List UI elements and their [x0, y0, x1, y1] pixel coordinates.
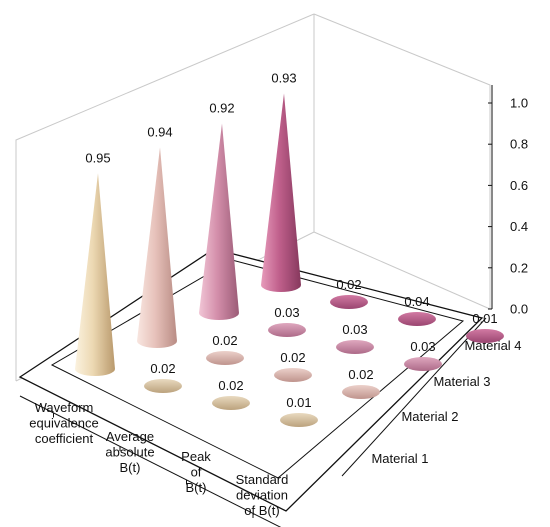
- cone-mark: 0.02: [274, 350, 312, 382]
- cone-mark: 0.94: [137, 124, 177, 348]
- cone-disk: [398, 312, 436, 326]
- category-axis-line: [19, 395, 282, 527]
- data-label: 0.02: [212, 333, 237, 348]
- value-tick-label: 1.0: [510, 96, 528, 111]
- data-label: 0.02: [150, 361, 175, 376]
- cone-mark: 0.02: [206, 333, 244, 365]
- cone-disk: [342, 385, 380, 399]
- cone-mark: 0.92: [199, 100, 239, 320]
- cone-body: [199, 123, 239, 320]
- data-label: 0.03: [274, 305, 299, 320]
- cone-disk: [336, 340, 374, 354]
- value-tick-label: 0.2: [510, 260, 528, 275]
- cone-body: [261, 93, 301, 292]
- value-tick-label: 0.0: [510, 302, 528, 317]
- category-axis: Waveform equivalence coefficient Average abs…: [29, 400, 288, 518]
- cone-body: [137, 147, 177, 348]
- data-label: 0.01: [286, 395, 311, 410]
- cone-mark: 0.03: [268, 305, 306, 337]
- value-tick-label: 0.8: [510, 137, 528, 152]
- value-axis: 0.0 0.2 0.4 0.6 0.8 1.0: [488, 96, 528, 317]
- data-label: 0.95: [85, 150, 110, 165]
- cone-mark: 0.01: [466, 311, 504, 343]
- cone-disk: [206, 351, 244, 365]
- data-label: 0.02: [348, 367, 373, 382]
- data-label: 0.03: [342, 322, 367, 337]
- cone-mark: 0.02: [144, 361, 182, 393]
- series-axis-line: [341, 317, 487, 477]
- cone-disk: [404, 357, 442, 371]
- category-label: Peak of B(t): [181, 449, 211, 495]
- cone-mark: 0.04: [398, 294, 436, 326]
- series-label: Material 1: [371, 451, 428, 466]
- cone-disk: [144, 379, 182, 393]
- cone-mark: 0.01: [280, 395, 318, 427]
- data-label: 0.03: [410, 339, 435, 354]
- cone-disk: [280, 413, 318, 427]
- data-label: 0.02: [336, 277, 361, 292]
- cone-marks: 0.93 0.02 0.04 0.01 0.92 0.03 0.03 0.03 0.94 0.02…: [75, 70, 504, 427]
- category-label: Waveform equivalence coefficient: [29, 400, 98, 446]
- category-label: Average absolute B(t): [105, 429, 154, 475]
- cone-mark: 0.02: [342, 367, 380, 399]
- value-tick-label: 0.4: [510, 219, 528, 234]
- data-label: 0.02: [280, 350, 305, 365]
- data-label: 0.92: [209, 100, 234, 115]
- cone-disk: [268, 323, 306, 337]
- data-label: 0.04: [404, 294, 429, 309]
- cone-mark: 0.02: [330, 277, 368, 309]
- value-tick-label: 0.6: [510, 178, 528, 193]
- cone-mark: 0.03: [404, 339, 442, 371]
- data-label: 0.94: [147, 124, 172, 139]
- series-label: Material 3: [433, 374, 490, 389]
- cone-body: [75, 173, 115, 376]
- data-label: 0.01: [472, 311, 497, 326]
- cone-disk: [466, 329, 504, 343]
- cone-disk: [212, 396, 250, 410]
- cone-mark: 0.02: [212, 378, 250, 410]
- data-label: 0.02: [218, 378, 243, 393]
- cone-mark: 0.95: [75, 150, 115, 376]
- cone-mark: 0.03: [336, 322, 374, 354]
- cone-mark: 0.93: [261, 70, 301, 292]
- data-label: 0.93: [271, 70, 296, 85]
- series-label: Material 2: [401, 409, 458, 424]
- category-label: Standard deviation of B(t): [236, 472, 289, 518]
- cone-disk: [330, 295, 368, 309]
- cone-disk: [274, 368, 312, 382]
